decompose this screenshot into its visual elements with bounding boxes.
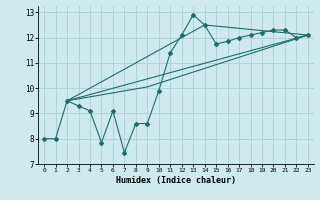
X-axis label: Humidex (Indice chaleur): Humidex (Indice chaleur) — [116, 176, 236, 185]
